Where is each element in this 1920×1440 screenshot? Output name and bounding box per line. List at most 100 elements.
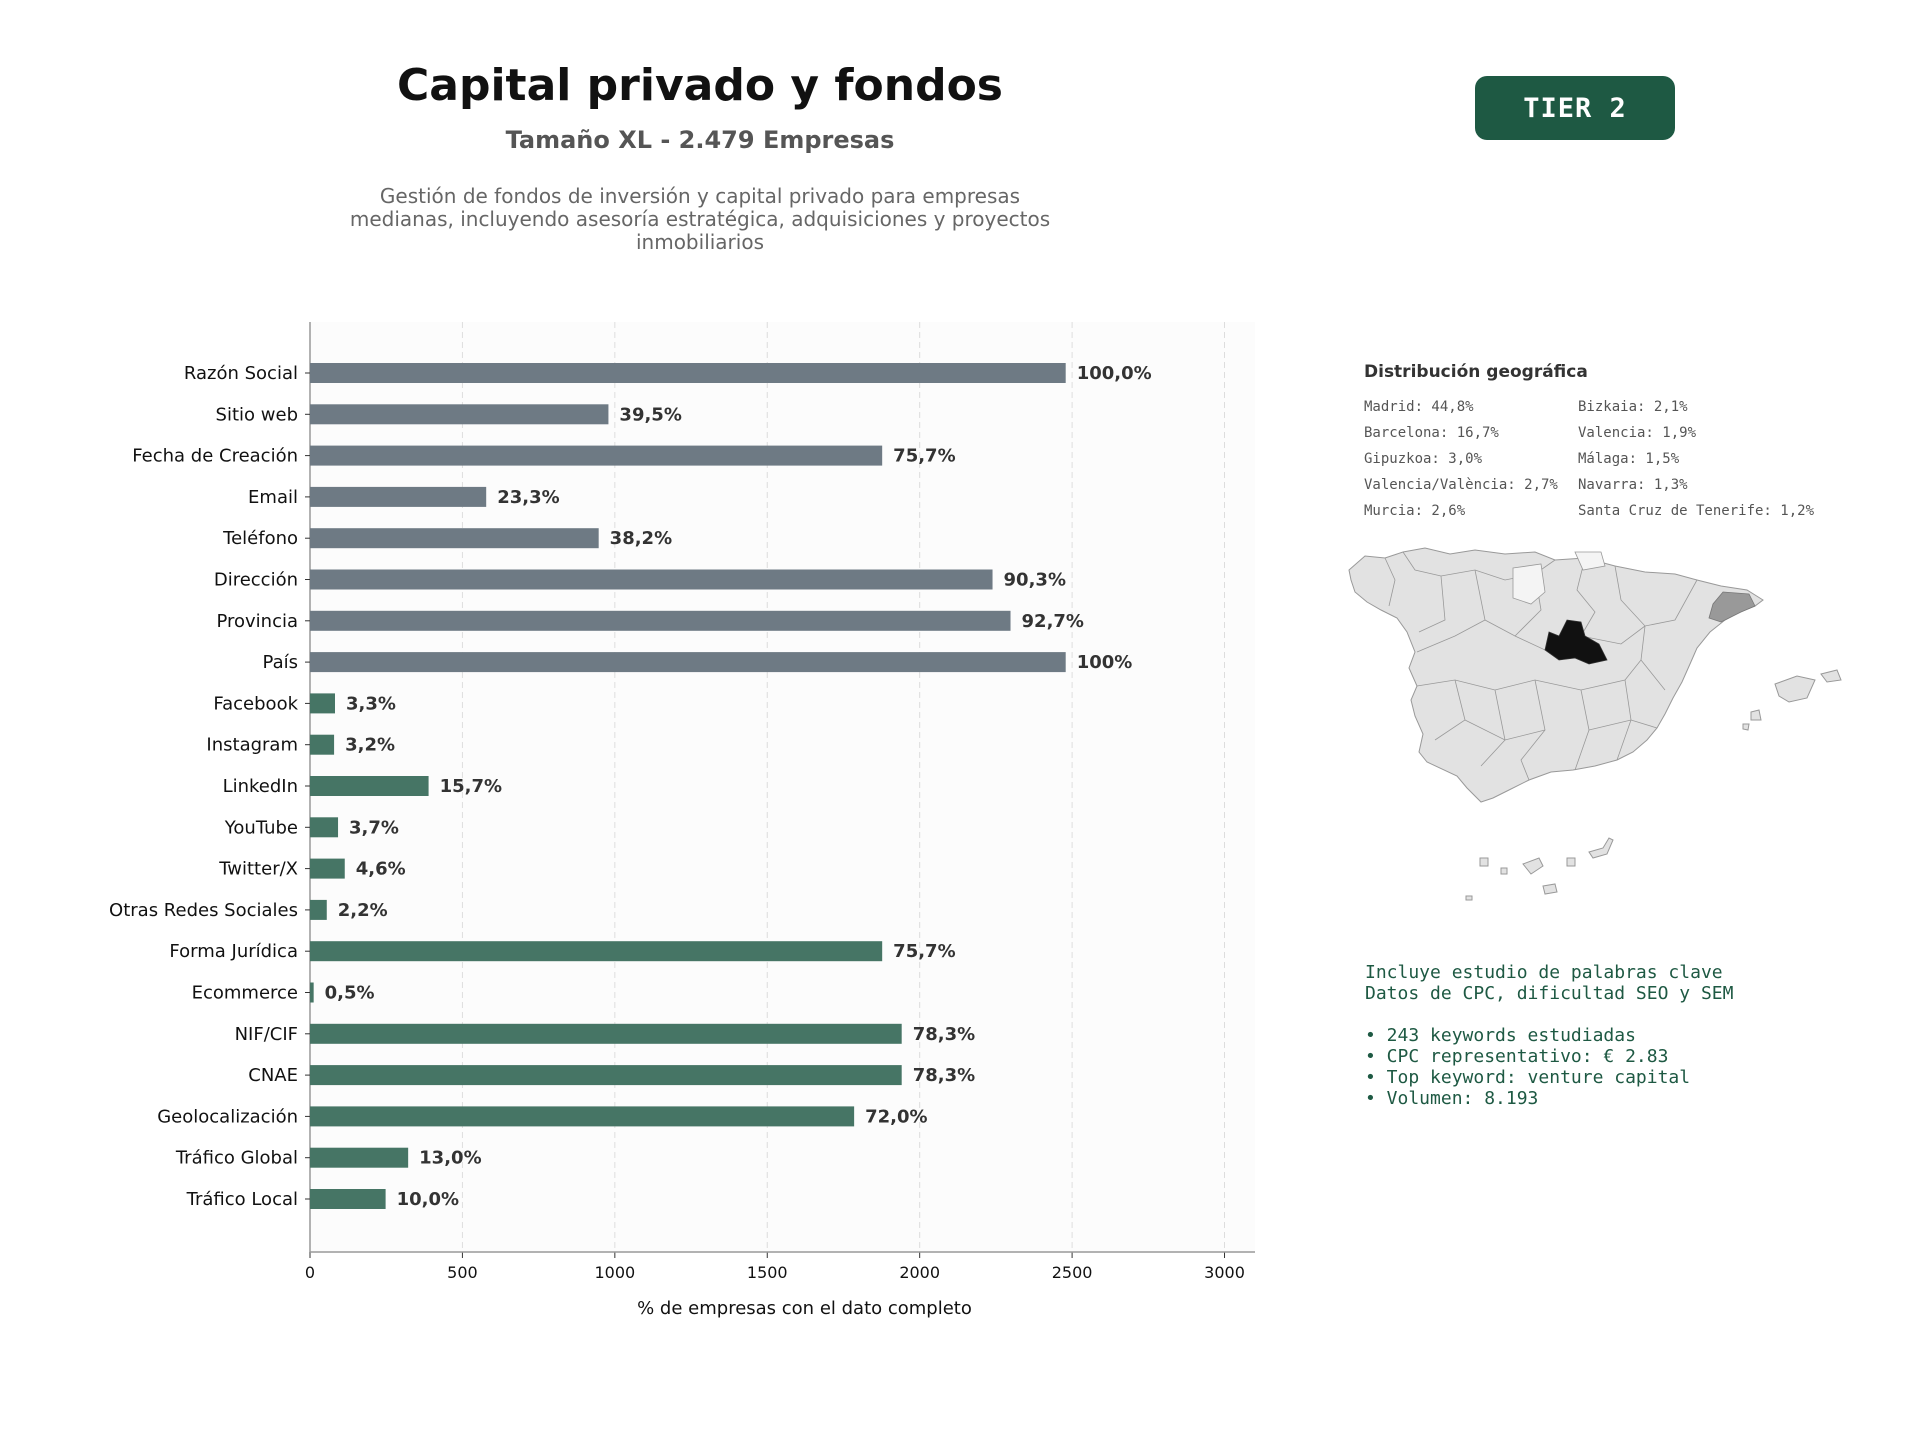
spain-map (1348, 547, 1842, 901)
map-spain-mainland (1348, 547, 1764, 803)
value-label: 2,2% (338, 900, 388, 921)
category-label: Email (248, 487, 298, 508)
bar (310, 817, 339, 838)
x-tick-label: 3000 (1204, 1263, 1245, 1282)
bar (310, 404, 609, 425)
geo-entry: Barcelona: 16,7% (1364, 425, 1499, 441)
map-region-bizkaia (1574, 551, 1606, 571)
page-subtitle: Tamaño XL - 2.479 Empresas (505, 126, 895, 154)
bar (310, 528, 599, 549)
keywords-item: • CPC representativo: € 2.83 (1365, 1046, 1669, 1067)
bar (310, 776, 429, 796)
value-label: 3,2% (345, 735, 395, 756)
bar (310, 445, 883, 466)
bar (310, 569, 993, 590)
page-title: Capital privado y fondos (397, 60, 1003, 111)
geo-distribution-list: Madrid: 44,8% Bizkaia: 2,1% Barcelona: 1… (1364, 399, 1838, 520)
keywords-info: Incluye estudio de palabras clave Datos … (1365, 962, 1733, 1109)
category-label: CNAE (248, 1065, 298, 1086)
description-line: Gestión de fondos de inversión y capital… (379, 184, 1021, 208)
bar (310, 1189, 386, 1209)
value-label: 39,5% (619, 404, 681, 425)
geo-entry: Málaga: 1,5% (1578, 451, 1680, 467)
value-label: 23,3% (497, 487, 559, 508)
map-region-madrid (1544, 619, 1608, 665)
keywords-item: • Top keyword: venture capital (1365, 1067, 1691, 1088)
category-label: LinkedIn (223, 776, 298, 797)
category-label: Teléfono (222, 528, 298, 549)
value-label: 0,5% (325, 983, 375, 1004)
map-region-barcelona (1708, 591, 1756, 623)
bar (310, 899, 327, 920)
category-label: Fecha de Creación (132, 446, 298, 467)
value-label: 13,0% (419, 1148, 481, 1169)
value-label: 15,7% (440, 776, 502, 797)
bar (310, 610, 1011, 631)
value-label: 4,6% (356, 859, 406, 880)
value-label: 100,0% (1077, 363, 1152, 384)
map-region-alava (1512, 563, 1546, 605)
category-label: Geolocalización (157, 1106, 298, 1127)
map-internal-borders (1384, 551, 1698, 781)
value-label: 72,0% (865, 1106, 927, 1127)
geo-entry: Bizkaia: 2,1% (1578, 399, 1688, 415)
category-label: Razón Social (184, 363, 298, 384)
x-tick-label: 1000 (594, 1263, 635, 1282)
keywords-line: Incluye estudio de palabras clave (1365, 962, 1723, 983)
category-label: NIF/CIF (235, 1024, 298, 1045)
bar (310, 734, 335, 755)
category-label: Tráfico Global (175, 1148, 298, 1169)
category-label: YouTube (224, 817, 298, 838)
x-axis-title: % de empresas con el dato completo (637, 1298, 972, 1319)
value-label: 10,0% (397, 1189, 459, 1210)
geo-entry: Navarra: 1,3% (1578, 477, 1688, 493)
value-label: 100% (1077, 652, 1133, 673)
geo-entry: Santa Cruz de Tenerife: 1,2% (1578, 503, 1815, 519)
plot-area (310, 322, 1255, 1252)
keywords-line: Datos de CPC, dificultad SEO y SEM (1365, 983, 1734, 1004)
geo-entry: Madrid: 44,8% (1364, 399, 1474, 415)
x-tick-label: 2000 (899, 1263, 940, 1282)
geo-entry: Valencia: 1,9% (1578, 425, 1697, 441)
category-label: Twitter/X (218, 859, 298, 880)
bar (310, 693, 335, 714)
geo-distribution-title: Distribución geográfica (1364, 362, 1588, 382)
value-label: 75,7% (893, 941, 955, 962)
category-label: Facebook (213, 693, 298, 714)
x-tick-label: 0 (305, 1263, 315, 1282)
value-label: 3,7% (349, 817, 399, 838)
keywords-item: • Volumen: 8.193 (1365, 1088, 1539, 1109)
tier-badge: TIER 2 (1475, 76, 1675, 140)
bar (310, 858, 345, 879)
category-label: Dirección (214, 570, 298, 591)
x-tick-label: 500 (447, 1263, 478, 1282)
category-label: Tráfico Local (186, 1189, 298, 1210)
bar (310, 1065, 902, 1086)
value-label: 75,7% (893, 446, 955, 467)
value-label: 78,3% (913, 1024, 975, 1045)
category-label: País (263, 652, 298, 673)
bar (310, 652, 1066, 673)
category-label: Forma Jurídica (169, 941, 298, 962)
value-label: 3,3% (346, 693, 396, 714)
bar (310, 1023, 902, 1044)
map-canary-islands (1465, 837, 1614, 901)
description-line: inmobiliarios (635, 230, 764, 254)
geo-entry: Valencia/València: 2,7% (1364, 477, 1558, 493)
bar (310, 363, 1066, 383)
category-label: Sitio web (216, 404, 298, 425)
value-label: 38,2% (610, 528, 672, 549)
bar (310, 941, 883, 962)
category-label: Otras Redes Sociales (109, 900, 298, 921)
bar (310, 1147, 409, 1168)
geo-entry: Murcia: 2,6% (1364, 503, 1466, 519)
value-label: 78,3% (913, 1065, 975, 1086)
category-label: Instagram (206, 735, 298, 756)
x-tick-label: 1500 (747, 1263, 788, 1282)
geo-entry: Gipuzkoa: 3,0% (1364, 451, 1483, 467)
value-label: 90,3% (1004, 570, 1066, 591)
bar (310, 1106, 855, 1127)
value-label: 92,7% (1022, 611, 1084, 632)
category-label: Provincia (216, 611, 298, 632)
bar-chart: 0 500 1000 1500 2000 2500 3000 Razón Social 100,… (109, 322, 1255, 1319)
